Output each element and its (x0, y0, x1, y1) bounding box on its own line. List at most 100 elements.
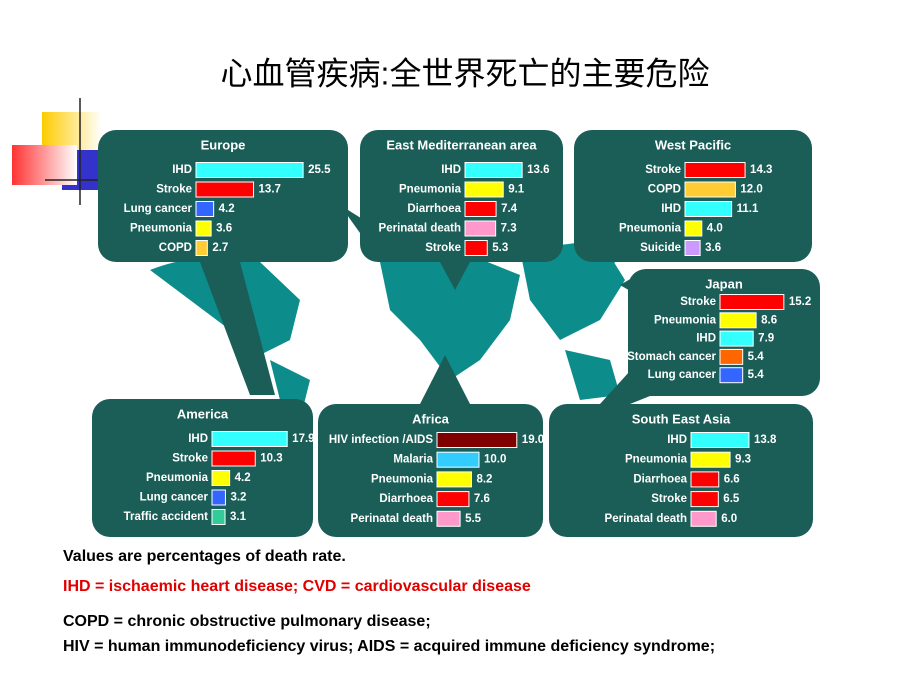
bar (690, 491, 719, 508)
category-label: IHD (696, 333, 716, 345)
bar (464, 220, 497, 237)
value-label: 10.0 (484, 454, 506, 466)
bar (436, 451, 480, 468)
category-label: IHD (441, 164, 461, 176)
value-label: 5.3 (492, 242, 508, 254)
bar (684, 181, 736, 198)
value-label: 5.5 (465, 513, 482, 525)
bar (684, 201, 733, 217)
value-label: 7.9 (758, 333, 774, 345)
value-label: 11.1 (737, 203, 759, 215)
category-label: IHD (661, 203, 681, 215)
category-label: Lung cancer (648, 369, 717, 381)
bar (195, 181, 255, 198)
panel-title: Africa (412, 411, 450, 426)
bar (464, 240, 488, 256)
value-label: 9.1 (508, 184, 525, 196)
category-label: Pneumonia (619, 223, 682, 235)
bar (464, 181, 504, 198)
category-label: COPD (159, 242, 192, 254)
value-label: 13.7 (259, 184, 281, 196)
category-label: Stroke (645, 164, 681, 176)
value-label: 4.2 (219, 203, 235, 215)
value-label: 3.1 (230, 511, 247, 523)
bar (719, 294, 785, 310)
category-label: Pneumonia (371, 473, 434, 485)
bar (211, 450, 256, 467)
value-label: 14.3 (750, 164, 772, 176)
value-label: 25.5 (308, 164, 331, 176)
panel-title: West Pacific (655, 137, 731, 152)
value-label: 10.3 (260, 453, 282, 465)
category-label: IHD (667, 434, 687, 446)
bar (719, 348, 744, 365)
note: Values are percentages of death rate. (63, 548, 346, 565)
value-label: 7.6 (474, 493, 490, 505)
category-label: Lung cancer (124, 203, 193, 215)
value-label: 19.0 (522, 434, 544, 446)
panel-title: Japan (705, 276, 743, 291)
value-label: 3.2 (230, 492, 246, 504)
bar (211, 431, 288, 447)
category-label: Diarrhoea (379, 493, 433, 505)
bar (436, 432, 518, 448)
category-label: Diarrhoea (633, 473, 687, 485)
note: IHD = ischaemic heart disease; CVD = car… (63, 578, 531, 595)
category-label: Stroke (156, 184, 192, 196)
bar (211, 509, 226, 525)
panel-title: East Mediterranean area (386, 137, 537, 152)
category-label: Lung cancer (140, 492, 209, 504)
value-label: 6.0 (721, 513, 737, 525)
panel-title: America (177, 406, 229, 421)
value-label: 6.6 (724, 473, 740, 485)
category-label: Malaria (393, 454, 433, 466)
bar (684, 162, 746, 178)
bar (684, 240, 701, 256)
bar (464, 162, 523, 178)
category-label: COPD (648, 184, 681, 196)
slide-title: 心血管疾病:全世界死亡的主要危险 (221, 55, 710, 91)
bar (690, 510, 717, 527)
decoration (12, 98, 125, 205)
note: COPD = chronic obstructive pulmonary dis… (63, 613, 431, 630)
value-label: 13.6 (527, 164, 549, 176)
bar (690, 451, 731, 468)
category-label: IHD (172, 164, 192, 176)
category-label: Perinatal death (351, 513, 433, 525)
bar (436, 471, 472, 488)
value-label: 3.6 (705, 242, 721, 254)
value-label: 7.3 (501, 223, 517, 235)
category-label: IHD (188, 433, 208, 445)
category-label: Stroke (425, 242, 461, 254)
category-label: Suicide (640, 242, 681, 254)
value-label: 3.6 (216, 223, 232, 235)
bar (719, 312, 757, 329)
category-label: HIV infection /AIDS (329, 434, 433, 446)
bar (690, 471, 720, 488)
bar (195, 162, 304, 178)
bar (436, 491, 470, 508)
value-label: 7.4 (501, 203, 518, 215)
bar (195, 240, 208, 256)
category-label: Pneumonia (130, 223, 193, 235)
bar (719, 367, 744, 384)
bar (195, 220, 212, 237)
panel-title: South East Asia (632, 411, 731, 426)
bar (195, 201, 215, 217)
category-label: Pneumonia (146, 472, 209, 484)
bar (684, 220, 703, 237)
bar (690, 432, 750, 448)
category-label: Traffic accident (124, 511, 209, 523)
note: HIV = human immunodeficiency virus; AIDS… (63, 638, 715, 655)
bar (719, 330, 754, 347)
category-label: Pneumonia (399, 184, 462, 196)
value-label: 6.5 (723, 493, 740, 505)
value-label: 17.9 (292, 433, 314, 445)
bar (436, 510, 461, 527)
value-label: 4.2 (235, 472, 251, 484)
category-label: Perinatal death (379, 223, 461, 235)
value-label: 13.8 (754, 434, 777, 446)
value-label: 8.6 (761, 314, 777, 326)
category-label: Stomach cancer (627, 351, 716, 363)
